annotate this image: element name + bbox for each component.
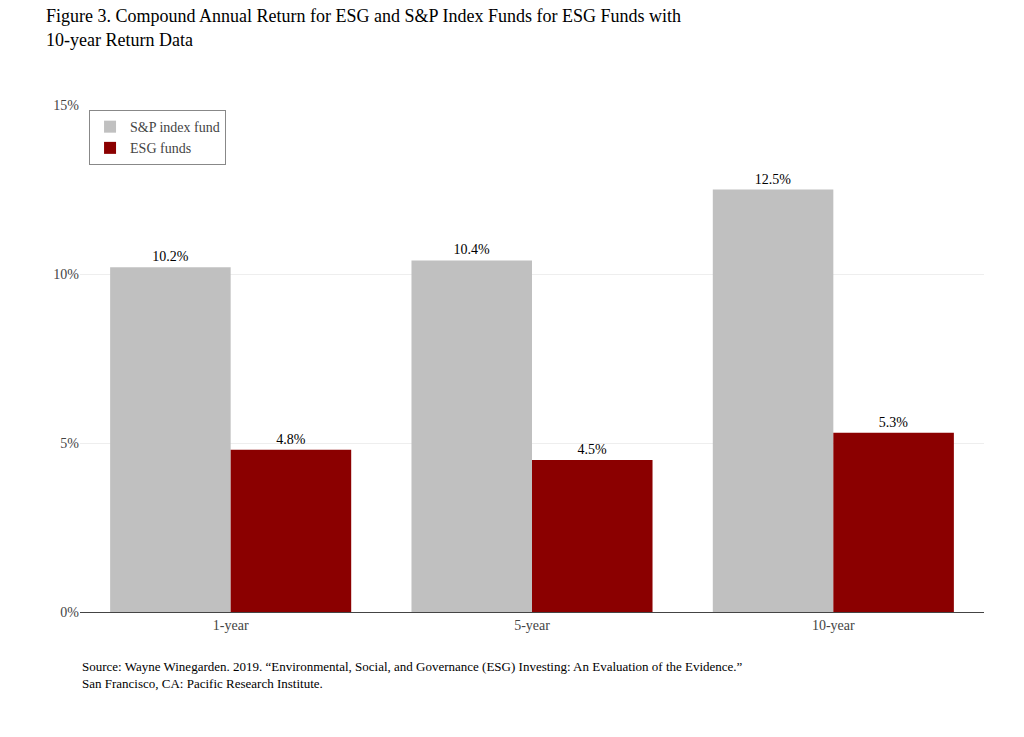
svg-text:S&P index fund: S&P index fund [130, 120, 220, 135]
svg-text:5%: 5% [60, 436, 79, 451]
svg-text:15%: 15% [53, 98, 79, 113]
svg-text:ESG funds: ESG funds [130, 141, 191, 156]
svg-text:4.5%: 4.5% [578, 442, 608, 457]
svg-text:Figure 3. Compound Annual Retu: Figure 3. Compound Annual Return for ESG… [46, 6, 681, 49]
svg-text:10.2%: 10.2% [152, 249, 189, 264]
svg-text:5.3%: 5.3% [879, 415, 909, 430]
svg-text:1-year: 1-year [213, 618, 249, 633]
svg-text:10%: 10% [53, 267, 79, 282]
svg-text:0%: 0% [60, 605, 79, 620]
svg-text:10-year: 10-year [812, 618, 855, 633]
svg-text:4.8%: 4.8% [276, 432, 306, 447]
svg-text:10.4%: 10.4% [453, 242, 490, 257]
svg-text:Source: Wayne Winegarden. 2019: Source: Wayne Winegarden. 2019. “Environ… [82, 659, 743, 691]
svg-text:5-year: 5-year [514, 618, 550, 633]
svg-text:12.5%: 12.5% [755, 172, 792, 187]
